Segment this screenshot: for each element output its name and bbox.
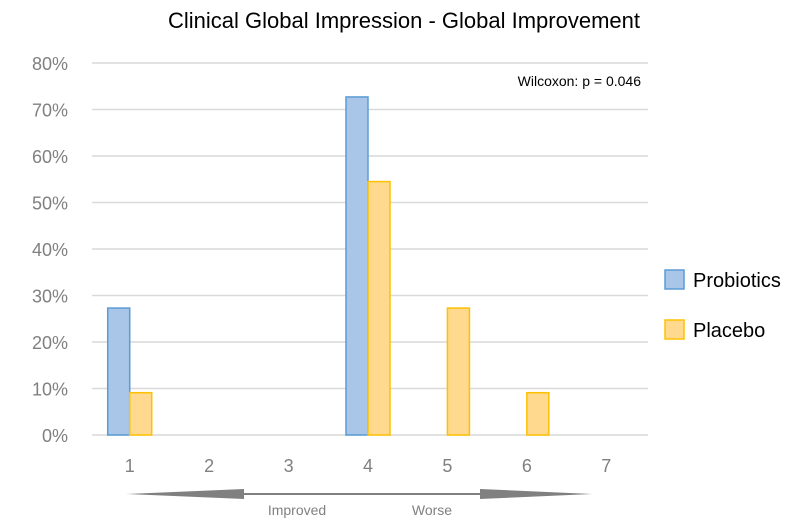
bar-placebo [128, 391, 153, 436]
legend-label: Placebo [693, 320, 765, 342]
chart-title: Clinical Global Impression - Global Impr… [168, 8, 640, 33]
x-tick-label: 6 [522, 456, 532, 476]
x-tick-label: 1 [125, 456, 135, 476]
x-tick-label: 7 [601, 456, 611, 476]
legend-swatch-probiotics [664, 269, 685, 290]
direction-arrow [126, 489, 592, 499]
worse-label: Worse [412, 502, 452, 518]
bar-placebo [526, 391, 550, 436]
x-tick-label: 3 [284, 456, 294, 476]
x-tick-label: 5 [442, 456, 452, 476]
y-tick-label: 10% [32, 380, 68, 400]
left-arrow-wedge [126, 489, 244, 499]
bar-probiotics [106, 307, 131, 436]
bar-placebo [367, 180, 391, 436]
y-tick-label: 60% [32, 147, 68, 167]
wilcoxon-annotation: Wilcoxon: p = 0.046 [518, 73, 642, 89]
bar-probiotics [345, 96, 369, 436]
y-tick-label: 20% [32, 333, 68, 353]
legend-swatch-placebo [664, 319, 685, 340]
y-tick-label: 70% [32, 101, 68, 121]
legend-label: Probiotics [693, 270, 781, 292]
y-tick-label: 40% [32, 240, 68, 260]
right-arrow-wedge [480, 489, 592, 499]
y-tick-label: 80% [32, 54, 68, 74]
x-tick-label: 2 [204, 456, 214, 476]
improved-label: Improved [268, 502, 326, 518]
y-tick-label: 50% [32, 194, 68, 214]
bar-placebo [446, 307, 471, 436]
y-tick-label: 30% [32, 287, 68, 307]
x-tick-label: 4 [363, 456, 373, 476]
y-tick-label: 0% [42, 426, 68, 446]
